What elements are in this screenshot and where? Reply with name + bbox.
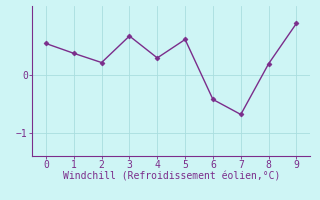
X-axis label: Windchill (Refroidissement éolien,°C): Windchill (Refroidissement éolien,°C)	[62, 172, 280, 182]
